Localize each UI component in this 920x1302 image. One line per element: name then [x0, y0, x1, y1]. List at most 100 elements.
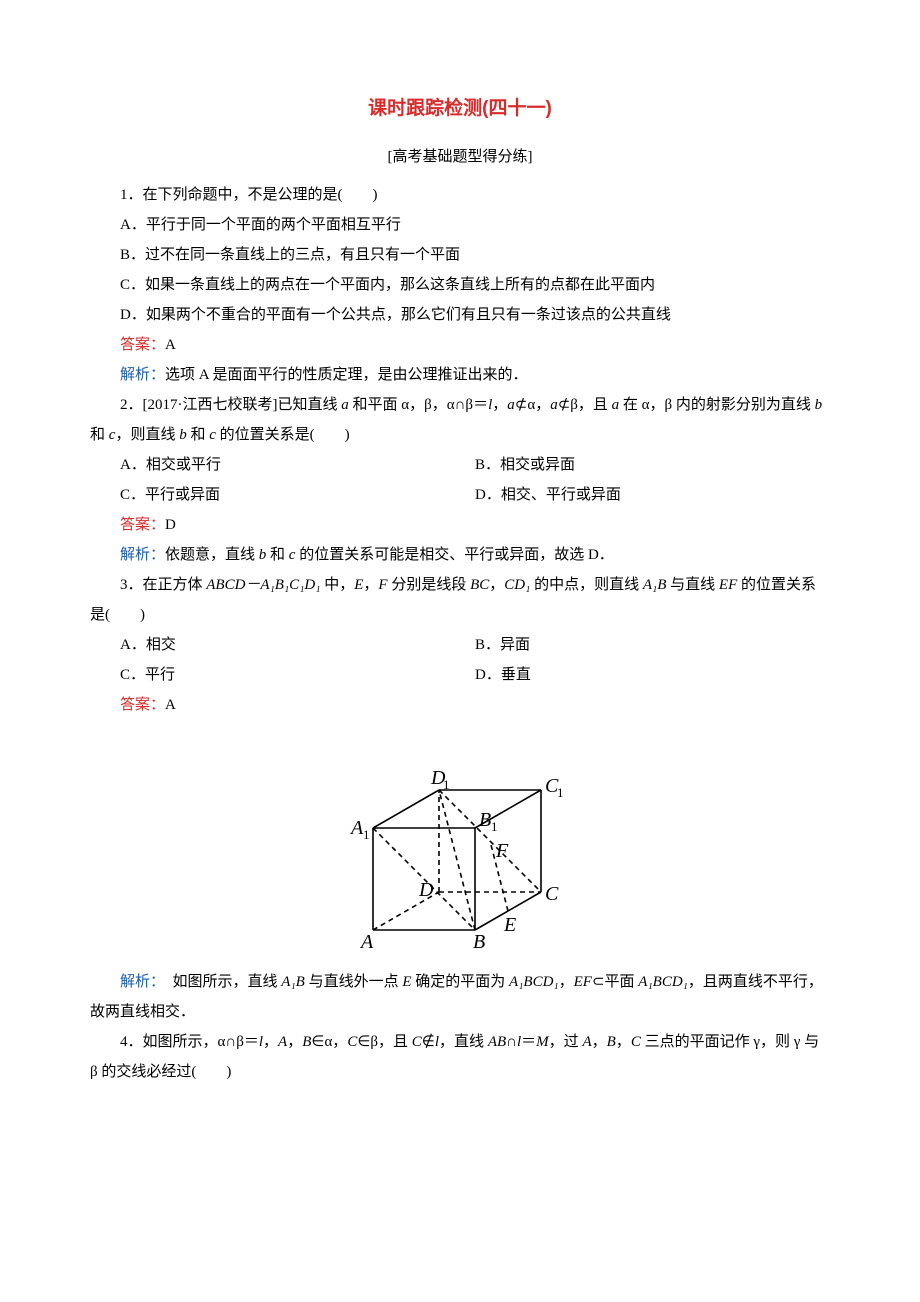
q2-options-row2: C．平行或异面 D．相交、平行或异面 — [120, 480, 830, 510]
q2-option-c: C．平行或异面 — [120, 480, 475, 510]
var-CD1: CD₁ — [504, 577, 530, 593]
text: ， — [263, 1034, 278, 1050]
svg-text:F: F — [495, 840, 509, 862]
var-E: E — [402, 974, 411, 990]
answer-text: A — [165, 697, 176, 713]
text: 与直线 — [666, 577, 719, 593]
text: ，则直线 — [115, 427, 179, 443]
answer-label: 答案： — [120, 337, 165, 353]
text: ⊄α， — [515, 397, 550, 413]
q2-options-row1: A．相交或平行 B．相交或异面 — [120, 450, 830, 480]
text: 中， — [320, 577, 354, 593]
var-A: A — [278, 1034, 287, 1050]
q3-analysis: 解析： 如图所示，直线 A₁B 与直线外一点 E 确定的平面为 A₁BCD₁，E… — [90, 967, 830, 1027]
q3-option-c: C．平行 — [120, 660, 475, 690]
text: 2．[2017·江西七校联考]已知直线 — [120, 397, 341, 413]
answer-label: 答案： — [120, 697, 165, 713]
text: ＝ — [521, 1034, 536, 1050]
cube-svg: ABCDA1B1C1D1EF — [345, 730, 575, 950]
text: 在 α，β 内的射影分别为直线 — [619, 397, 815, 413]
text: ∩ — [506, 1034, 517, 1050]
q4-stem: 4．如图所示，α∩β＝l，A，B∈α，C∈β，且 C∉l，直线 AB∩l＝M，过… — [90, 1027, 830, 1087]
text: ∈α， — [311, 1034, 347, 1050]
text: ，过 — [549, 1034, 583, 1050]
var-b: b — [815, 397, 823, 413]
svg-text:A: A — [359, 931, 374, 950]
svg-text:A: A — [349, 817, 364, 839]
svg-text:B: B — [479, 809, 491, 831]
q2-analysis: 解析：依题意，直线 b 和 c 的位置关系可能是相交、平行或异面，故选 D． — [90, 540, 830, 570]
text: ∈β，且 — [357, 1034, 411, 1050]
var-b: b — [179, 427, 187, 443]
q1-analysis: 解析：选项 A 是面面平行的性质定理，是由公理推证出来的． — [90, 360, 830, 390]
text: 确定的平面为 — [412, 974, 510, 990]
q1-option-c: C．如果一条直线上的两点在一个平面内，那么这条直线上所有的点都在此平面内 — [90, 270, 830, 300]
q1-option-a: A．平行于同一个平面的两个平面相互平行 — [90, 210, 830, 240]
q3-options-row1: A．相交 B．异面 — [120, 630, 830, 660]
text: ， — [616, 1034, 631, 1050]
q3-stem: 3．在正方体 ABCD－A₁B₁C₁D₁ 中，E，F 分别是线段 BC，CD₁ … — [90, 570, 830, 630]
q1-option-d: D．如果两个不重合的平面有一个公共点，那么它们有且只有一条过该点的公共直线 — [90, 300, 830, 330]
var-E: E — [354, 577, 363, 593]
q1-stem: 1．在下列命题中，不是公理的是( ) — [90, 180, 830, 210]
answer-text: D — [165, 517, 176, 533]
text: ⊄β，且 — [558, 397, 612, 413]
var-plane: A₁BCD₁ — [509, 974, 559, 990]
var-EF: EF — [719, 577, 737, 593]
text: ， — [489, 577, 504, 593]
answer-text: A — [165, 337, 176, 353]
page-subtitle: [高考基础题型得分练] — [90, 142, 830, 172]
text: 和 — [187, 427, 210, 443]
var-plane: A₁BCD₁ — [638, 974, 688, 990]
svg-text:C: C — [545, 883, 559, 905]
var-B: B — [302, 1034, 311, 1050]
text: ， — [592, 1034, 607, 1050]
analysis-label: 解析： — [120, 367, 165, 383]
var-C: C — [347, 1034, 357, 1050]
var-EF: EF — [574, 974, 592, 990]
answer-label: 答案： — [120, 517, 165, 533]
text: ， — [492, 397, 507, 413]
analysis-text: 选项 A 是面面平行的性质定理，是由公理推证出来的． — [165, 367, 528, 383]
var-c: c — [209, 427, 216, 443]
text: 4．如图所示，α∩β＝ — [120, 1034, 259, 1050]
q2-option-d: D．相交、平行或异面 — [475, 480, 830, 510]
q3-options-row2: C．平行 D．垂直 — [120, 660, 830, 690]
q2-answer: 答案：D — [90, 510, 830, 540]
svg-text:1: 1 — [557, 785, 564, 800]
svg-text:1: 1 — [491, 819, 498, 834]
var-A1B: A₁B — [643, 577, 667, 593]
text: 的中点，则直线 — [530, 577, 643, 593]
var-C: C — [631, 1034, 641, 1050]
text: 的位置关系可能是相交、平行或异面，故选 D． — [295, 547, 613, 563]
q2-stem: 2．[2017·江西七校联考]已知直线 a 和平面 α，β，α∩β＝l，a⊄α，… — [90, 390, 830, 450]
var-A: A — [582, 1034, 591, 1050]
var-BC: BC — [470, 577, 489, 593]
analysis-label: 解析： — [120, 547, 165, 563]
var-M: M — [536, 1034, 549, 1050]
text: ⊂平面 — [592, 974, 638, 990]
svg-text:E: E — [503, 914, 516, 936]
text: 依题意，直线 — [165, 547, 259, 563]
text: 和 — [90, 427, 109, 443]
svg-text:1: 1 — [443, 777, 450, 792]
q3-option-b: B．异面 — [475, 630, 830, 660]
text: ， — [363, 577, 378, 593]
svg-text:D: D — [418, 879, 434, 901]
text: ，直线 — [439, 1034, 488, 1050]
text: 与直线外一点 — [305, 974, 403, 990]
page-title: 课时跟踪检测(四十一) — [90, 90, 830, 128]
var-a: a — [507, 397, 515, 413]
analysis-label: 解析： — [120, 974, 158, 990]
var-AB: AB — [488, 1034, 506, 1050]
var-cube: ABCD－A₁B₁C₁D₁ — [206, 577, 320, 593]
text: ∉ — [422, 1034, 435, 1050]
text: 3．在正方体 — [120, 577, 206, 593]
var-a: a — [341, 397, 349, 413]
text: 和 — [266, 547, 289, 563]
cube-figure: ABCDA1B1C1D1EF — [90, 730, 830, 961]
var-a: a — [550, 397, 558, 413]
q2-option-a: A．相交或平行 — [120, 450, 475, 480]
var-B: B — [607, 1034, 616, 1050]
q1-answer: 答案：A — [90, 330, 830, 360]
